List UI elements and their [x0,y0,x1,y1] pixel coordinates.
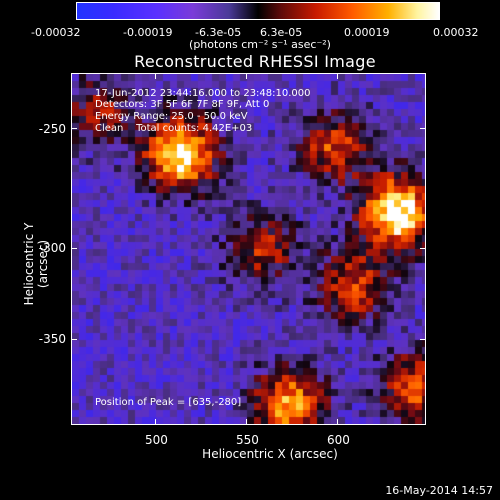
annotation-detectors: Detectors: 3F 5F 6F 7F 8F 9F, Att 0 [95,99,270,110]
colorbar-tick: 0.00032 [433,26,479,39]
x-axis-label: Heliocentric X (arcsec) [202,447,338,461]
y-tick-mark [71,128,77,129]
x-tick-mark [155,73,156,79]
chart-title: Reconstructed RHESSI Image [134,52,376,71]
colorbar [76,2,440,20]
x-tick-mark [246,419,247,425]
colorbar-tick: -6.3e-05 [195,26,242,39]
y-tick-mark [71,339,77,340]
plot-area [71,73,426,425]
colorbar-tick: 0.00019 [344,26,390,39]
x-tick-mark [246,73,247,79]
x-tick-label: 600 [327,433,350,447]
colorbar-unit: (photons cm⁻² s⁻¹ asec⁻²) [189,38,331,51]
footer-date: 16-May-2014 14:57 [385,484,493,497]
x-tick-mark [337,73,338,79]
annotation-clean: Clean Total counts: 4.42E+03 [95,123,253,134]
colorbar-tick: 6.3e-05 [260,26,303,39]
annotation-energy: Energy Range: 25.0 - 50.0 keV [95,111,248,122]
annotation-peak: Position of Peak = [635,-280] [95,397,242,408]
y-tick-label: -350 [38,332,66,346]
y-tick-mark [420,248,426,249]
y-tick-mark [420,339,426,340]
y-tick-label: -250 [38,122,66,136]
x-tick-mark [155,419,156,425]
y-tick-mark [71,248,77,249]
x-tick-label: 500 [145,433,168,447]
y-axis-label: Heliocentric Y (arcsec) [22,222,50,306]
annotation-time: 17-Jun-2012 23:44:16.000 to 23:48:10.000 [95,88,311,99]
heatmap [72,74,425,424]
colorbar-tick: -0.00032 [31,26,81,39]
x-tick-mark [337,419,338,425]
y-tick-mark [420,128,426,129]
x-tick-label: 550 [236,433,259,447]
colorbar-tick: -0.00019 [123,26,173,39]
y-tick-label: -300 [38,241,66,255]
